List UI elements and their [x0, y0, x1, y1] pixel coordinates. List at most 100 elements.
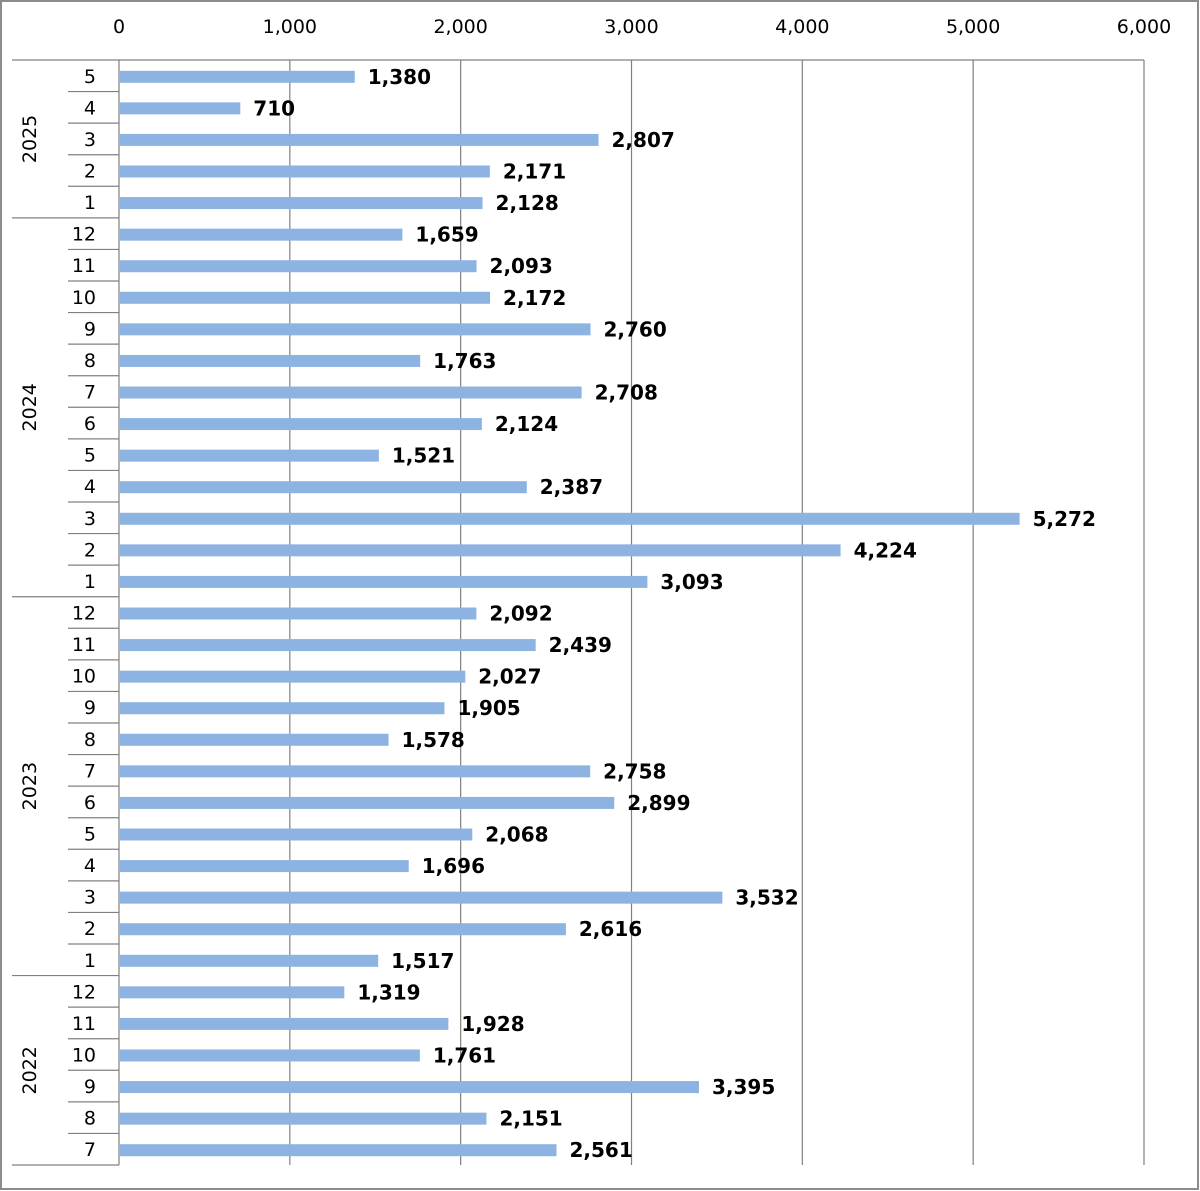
category-label: 2	[84, 918, 96, 940]
group-label-2022: 2022	[19, 1046, 41, 1094]
bar	[120, 70, 355, 83]
data-label: 1,905	[457, 696, 520, 720]
data-label: 5,272	[1033, 507, 1096, 531]
data-label: 3,395	[712, 1075, 775, 1099]
category-label: 9	[84, 697, 96, 719]
data-label: 1,928	[461, 1012, 524, 1036]
bar	[120, 386, 582, 399]
bar	[120, 133, 599, 146]
bar	[120, 1081, 699, 1094]
bar	[120, 860, 409, 873]
bar	[120, 1112, 487, 1125]
data-label: 2,124	[495, 412, 558, 436]
bar	[120, 575, 648, 588]
bar	[120, 986, 345, 999]
data-label: 4,224	[854, 538, 917, 562]
bar	[120, 512, 1020, 525]
data-label: 1,696	[422, 854, 485, 878]
category-label: 5	[84, 66, 96, 88]
category-label: 2	[84, 161, 96, 183]
category-label: 11	[72, 634, 96, 656]
data-label: 2,172	[503, 286, 566, 310]
data-label: 2,387	[540, 475, 603, 499]
data-label: 2,708	[595, 381, 658, 405]
category-label: 8	[84, 1108, 96, 1130]
category-label: 4	[84, 855, 96, 877]
category-label: 6	[84, 792, 96, 814]
bar	[120, 102, 241, 115]
data-labels: 1,380 710 2,807 2,171 2,128 1,659 2,093 2,172 2,…	[253, 65, 1096, 1162]
category-label: 3	[84, 887, 96, 909]
x-tick-label: 3,000	[604, 16, 658, 38]
bar	[120, 923, 566, 936]
bar	[120, 765, 591, 778]
bar	[120, 449, 379, 462]
bar	[120, 639, 536, 652]
category-label: 7	[84, 1139, 96, 1161]
data-label: 3,093	[660, 570, 723, 594]
category-label: 1	[84, 192, 96, 214]
data-label: 2,128	[496, 191, 559, 215]
category-label: 1	[84, 950, 96, 972]
category-label: 10	[72, 287, 96, 309]
data-label: 1,380	[368, 65, 431, 89]
bar	[120, 323, 591, 336]
data-label: 1,763	[433, 349, 496, 373]
bar	[120, 954, 379, 967]
data-label: 1,578	[402, 728, 465, 752]
category-label: 12	[72, 224, 96, 246]
data-label: 2,439	[549, 633, 612, 657]
bar	[120, 228, 403, 241]
bar	[120, 1049, 420, 1062]
data-label: 3,532	[735, 886, 798, 910]
x-tick-label: 4,000	[775, 16, 829, 38]
category-label: 8	[84, 729, 96, 751]
x-tick-label: 2,000	[433, 16, 487, 38]
group-label-2025: 2025	[19, 115, 41, 163]
value-axis-ticks: 0 1,000 2,000 3,000 4,000 5,000 6,000	[113, 16, 1171, 38]
data-label: 2,616	[579, 917, 642, 941]
group-label-2024: 2024	[19, 383, 41, 431]
data-label: 2,151	[499, 1107, 562, 1131]
bar	[120, 354, 421, 367]
x-tick-label: 1,000	[263, 16, 317, 38]
category-label: 1	[84, 571, 96, 593]
data-label: 2,561	[570, 1138, 633, 1162]
bar	[120, 291, 491, 304]
bar	[120, 418, 482, 431]
data-label: 2,092	[489, 602, 552, 626]
x-tick-label: 6,000	[1117, 16, 1171, 38]
data-label: 2,807	[612, 128, 675, 152]
data-label: 2,899	[627, 791, 690, 815]
category-label: 5	[84, 445, 96, 467]
category-label: 7	[84, 760, 96, 782]
bars	[120, 70, 1020, 1157]
category-label: 9	[84, 1076, 96, 1098]
bar	[120, 891, 723, 904]
x-tick-label: 5,000	[946, 16, 1000, 38]
category-label: 9	[84, 318, 96, 340]
data-label: 1,517	[391, 949, 454, 973]
data-label: 2,760	[604, 317, 667, 341]
category-label: 8	[84, 350, 96, 372]
group-label-2023: 2023	[19, 762, 41, 810]
bar	[120, 733, 389, 746]
bar	[120, 670, 466, 683]
data-label: 1,761	[433, 1044, 496, 1068]
gridlines	[12, 59, 1145, 1165]
data-label: 1,659	[415, 223, 478, 247]
category-label: 6	[84, 413, 96, 435]
data-label: 2,093	[490, 254, 553, 278]
category-label: 4	[84, 476, 96, 498]
category-label: 3	[84, 129, 96, 151]
bar	[120, 1144, 557, 1157]
data-label: 2,758	[603, 759, 666, 783]
data-label: 710	[253, 96, 295, 120]
bar	[120, 481, 527, 494]
category-axis: 5 4 3 2 1 12 11 10 9 8 7 6 5 4 3 2 1 12 11 10 9 8 7 6 5 4 3 2 1 12 11 1…	[12, 60, 120, 1166]
category-label: 11	[72, 255, 96, 277]
data-label: 2,171	[503, 160, 566, 184]
category-label: 10	[72, 666, 96, 688]
data-label: 2,027	[478, 665, 541, 689]
